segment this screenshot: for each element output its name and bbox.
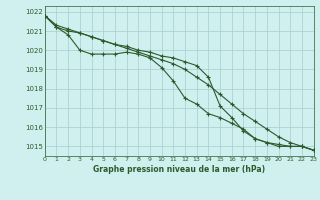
X-axis label: Graphe pression niveau de la mer (hPa): Graphe pression niveau de la mer (hPa) xyxy=(93,165,265,174)
